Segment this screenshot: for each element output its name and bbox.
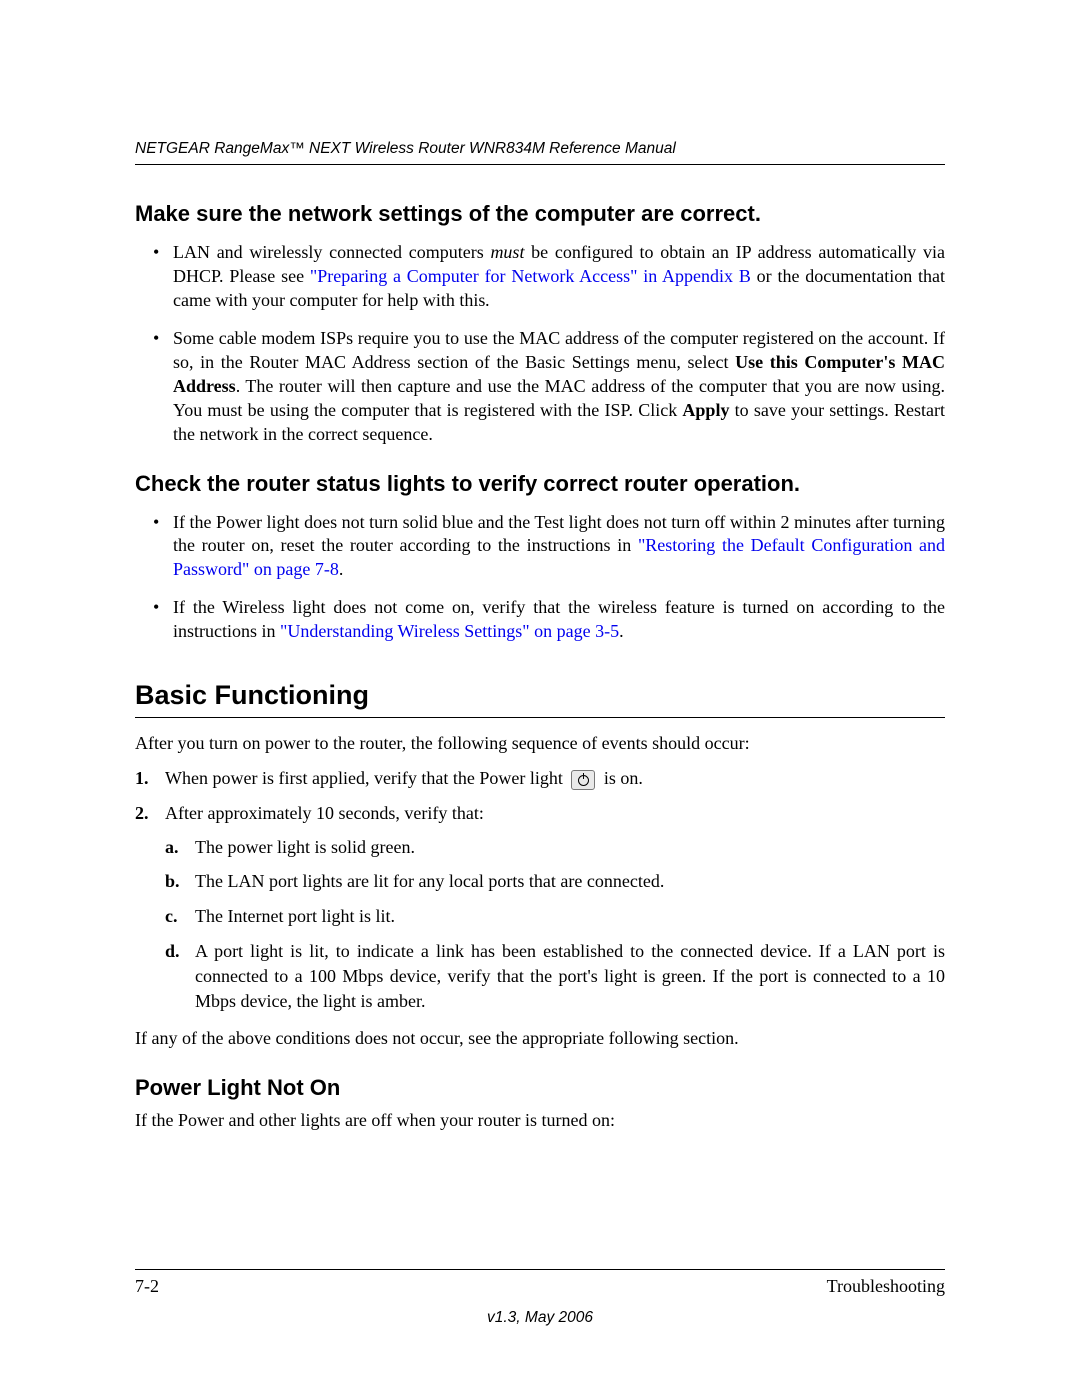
text: After approximately 10 seconds, verify t… [165,803,484,823]
running-header: NETGEAR RangeMax™ NEXT Wireless Router W… [135,140,945,165]
numbered-list: When power is first applied, verify that… [135,766,945,1013]
page-footer: 7-2 Troubleshooting v1.3, May 2006 [135,1269,945,1327]
list-item: The LAN port lights are lit for any loca… [165,869,945,894]
document-page: NETGEAR RangeMax™ NEXT Wireless Router W… [0,0,1080,1397]
heading-network-settings: Make sure the network settings of the co… [135,201,945,227]
list-item: A port light is lit, to indicate a link … [165,939,945,1013]
list-item: The power light is solid green. [165,835,945,860]
paragraph: If any of the above conditions does not … [135,1027,945,1051]
paragraph: If the Power and other lights are off wh… [135,1109,945,1133]
list-item: The Internet port light is lit. [165,904,945,929]
footer-section: Troubleshooting [827,1276,945,1297]
page-number: 7-2 [135,1276,159,1297]
heading-power-light: Power Light Not On [135,1075,945,1101]
list-item: When power is first applied, verify that… [135,766,945,791]
power-icon [571,770,595,790]
text: LAN and wirelessly connected computers [173,242,490,262]
text-bold: Apply [682,400,729,420]
text: . [619,621,624,641]
paragraph: After you turn on power to the router, t… [135,732,945,756]
text: . [339,559,344,579]
text: . [485,290,490,310]
list-item: Some cable modem ISPs require you to use… [135,327,945,447]
list-item: After approximately 10 seconds, verify t… [135,801,945,1013]
list-item: LAN and wirelessly connected computers m… [135,241,945,313]
text: is on. [599,768,643,788]
link-wireless-settings[interactable]: "Understanding Wireless Settings" on pag… [280,621,619,641]
link-appendix-b[interactable]: "Preparing a Computer for Network Access… [310,266,751,286]
footer-version: v1.3, May 2006 [135,1309,945,1327]
list-item: If the Power light does not turn solid b… [135,511,945,583]
text: When power is first applied, verify that… [165,768,567,788]
text-italic: must [490,242,524,262]
alpha-list: The power light is solid green. The LAN … [165,835,945,1014]
bullet-list-2: If the Power light does not turn solid b… [135,511,945,645]
heading-basic-functioning: Basic Functioning [135,680,945,718]
bullet-list-1: LAN and wirelessly connected computers m… [135,241,945,447]
list-item: If the Wireless light does not come on, … [135,596,945,644]
heading-status-lights: Check the router status lights to verify… [135,471,945,497]
